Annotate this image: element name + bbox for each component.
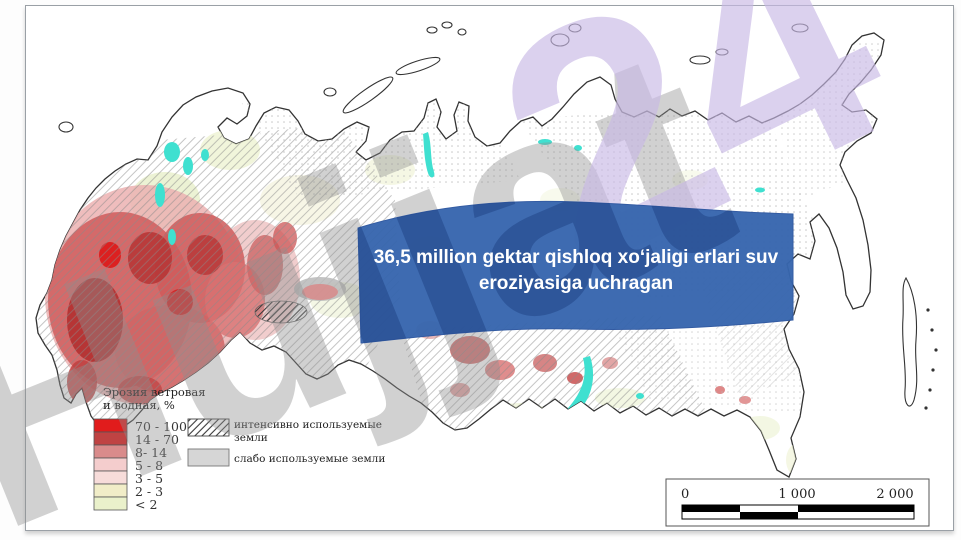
novaya-zemlya-north <box>395 56 441 76</box>
banner-watermark-text: Hujjat <box>358 201 768 343</box>
landuse-label-intensive-line2: земли <box>234 432 268 444</box>
legend-title-line1: Эрозия ветровая <box>103 385 205 399</box>
legend-swatch <box>93 496 128 511</box>
legend-label: 8- 14 <box>135 445 167 460</box>
legend-swatches <box>93 418 128 511</box>
scalebar-tick-2000: 2 000 <box>876 487 913 502</box>
landuse-label-intensive-line1: интенсивно используемые <box>234 419 382 431</box>
landuse-swatch-intensive <box>187 418 230 437</box>
scalebar-tick-1000: 1 000 <box>778 487 815 502</box>
sakhalin <box>902 276 918 407</box>
banner-line1: 36,5 million gektar qishloq xoʻjaligi er… <box>374 247 779 268</box>
kaliningrad <box>58 121 74 133</box>
hatched-basin <box>254 300 308 324</box>
gray-basin-inner <box>302 284 338 300</box>
legend-title-line2: и водная, % <box>103 398 175 412</box>
kuril-islands <box>924 308 938 410</box>
lake-baikal <box>562 356 594 421</box>
legend-label: < 2 <box>135 497 157 512</box>
banner-watermark: Hujjat <box>358 201 768 343</box>
landuse-swatch-weak <box>187 448 230 467</box>
scalebar: 0 1 000 2 000 <box>665 478 930 527</box>
landuse-label-weak: слабо используемые земли <box>234 453 385 465</box>
banner: Hujjat 36,5 million gektar qishloq xoʻja… <box>357 200 794 344</box>
scalebar-tick-0: 0 <box>681 487 689 502</box>
legend-label: 70 - 100 <box>135 419 187 434</box>
novaya-zemlya-south <box>342 76 394 114</box>
lakes <box>155 132 765 421</box>
legend-label: 2 - 3 <box>135 484 163 499</box>
wrangel-island <box>791 23 809 33</box>
legend-label: 5 - 8 <box>135 458 163 473</box>
legend-label: 14 - 70 <box>135 432 179 447</box>
legend-labels: 70 - 100 14 - 70 8- 14 5 - 8 3 - 5 2 - 3… <box>135 419 187 512</box>
severnaya-zemlya <box>550 33 570 47</box>
scalebar-bar <box>681 504 915 520</box>
new-siberian-islands <box>689 55 711 65</box>
legend-label: 3 - 5 <box>135 471 163 486</box>
islands <box>58 21 938 410</box>
legend: Эрозия ветровая и водная, % 70 - 100 14 … <box>93 385 385 512</box>
banner-line2: eroziyasiga uchragan <box>479 273 673 294</box>
